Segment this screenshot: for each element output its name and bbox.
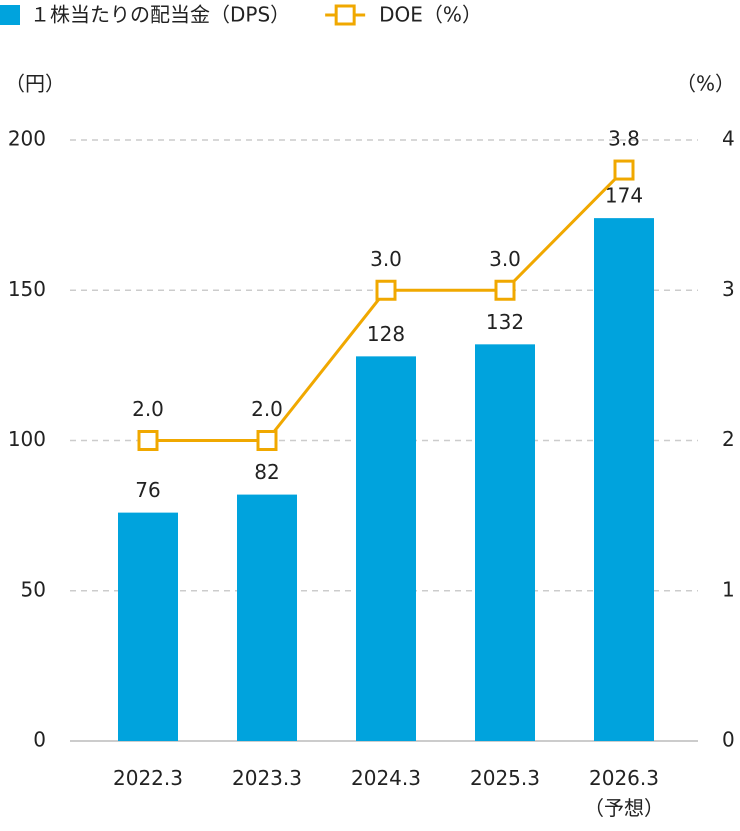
legend-swatch: [0, 5, 20, 25]
line-marker: [494, 279, 516, 301]
bar: [594, 218, 654, 741]
data-label: 3.0: [370, 247, 402, 271]
legend-swatch: [334, 4, 356, 26]
x-tick-label: 2024.3: [351, 766, 421, 790]
bar: [475, 344, 535, 741]
y2-tick-label: 4: [722, 127, 735, 151]
data-label: 3.8: [608, 127, 640, 151]
legend-label: １株当たりの配当金（DPS）: [30, 3, 290, 27]
x-tick-label: 2022.3: [113, 766, 183, 790]
y-axis-unit: （円）: [5, 72, 65, 96]
legend-label: DOE（%）: [379, 3, 482, 27]
line-marker: [613, 159, 635, 181]
y-tick-label: 200: [8, 127, 46, 151]
y2-tick-label: 2: [722, 427, 735, 451]
data-label: 174: [605, 184, 643, 208]
data-label: 2.0: [251, 397, 283, 421]
data-label: 132: [486, 310, 524, 334]
data-label: 128: [367, 322, 405, 346]
x-tick-label: 2026.3 （予想）: [584, 766, 664, 820]
data-label: 3.0: [489, 247, 521, 271]
y-tick-label: 0: [33, 728, 46, 752]
line-marker: [375, 279, 397, 301]
y2-tick-label: 0: [722, 728, 735, 752]
data-label: 82: [254, 460, 279, 484]
data-label: 76: [135, 478, 160, 502]
y2-axis-unit: （%）: [676, 72, 735, 96]
data-label: 2.0: [132, 397, 164, 421]
line-marker: [256, 430, 278, 451]
y2-tick-label: 1: [722, 577, 735, 601]
line-marker: [137, 430, 159, 451]
y2-tick-label: 3: [722, 277, 735, 301]
y-tick-label: 150: [8, 277, 46, 301]
x-tick-label: 2025.3: [470, 766, 540, 790]
bar: [356, 356, 416, 741]
y-tick-label: 50: [21, 577, 46, 601]
y-tick-label: 100: [8, 427, 46, 451]
x-tick-label: 2023.3: [232, 766, 302, 790]
bar: [118, 512, 178, 741]
bar: [237, 494, 297, 741]
